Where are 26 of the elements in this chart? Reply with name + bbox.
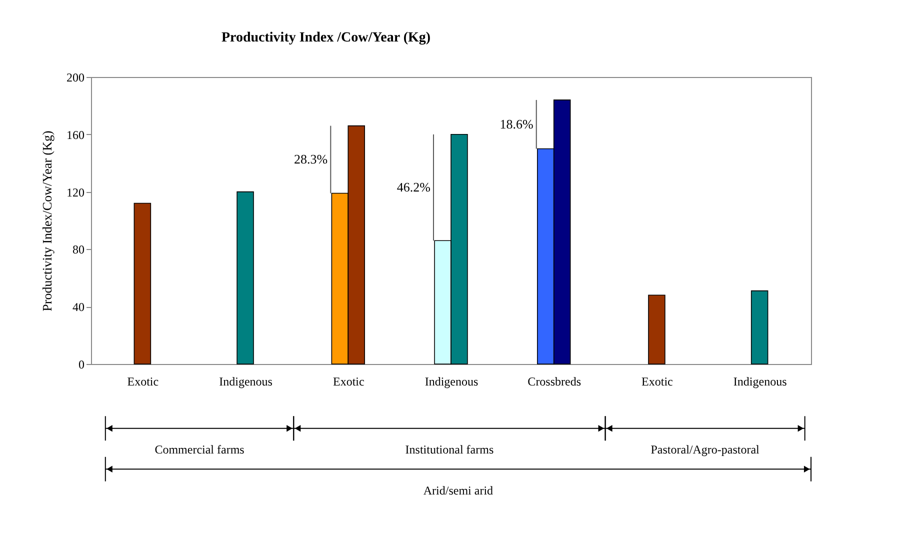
x-tick-label: Exotic	[332, 374, 364, 388]
y-tick-label: 120	[66, 185, 84, 200]
y-tick-label: 80	[72, 242, 84, 257]
bar	[134, 202, 152, 364]
x-tick-label: Exotic	[127, 374, 159, 388]
bar	[648, 294, 666, 364]
bar	[750, 290, 768, 364]
x-tick-label: Indigenous	[219, 374, 273, 388]
x-tick-label: Crossbreds	[528, 374, 582, 388]
y-axis-title: Productivity Index/Cow/Year (Kg)	[40, 130, 54, 312]
text: Commercial farms	[154, 442, 245, 457]
text: Institutional farms	[405, 442, 494, 457]
chart-title: Productivity Index /Cow/Year (Kg)	[221, 30, 431, 46]
y-tick-label: 200	[66, 70, 84, 84]
x-tick-label: Exotic	[642, 374, 673, 388]
annotation: 28.3%	[294, 152, 328, 167]
text: Arid/semi arid	[423, 483, 494, 498]
y-tick-label: 160	[66, 128, 84, 142]
text: Pastoral/Agro-pastoral	[650, 442, 760, 457]
annotation: 18.6%	[500, 116, 534, 132]
bar	[236, 191, 254, 364]
y-tick-label: 40	[72, 300, 84, 314]
x-tick-label: Indigenous	[733, 374, 788, 388]
y-tick-label: 0	[78, 358, 84, 372]
annotation: 46.2%	[396, 179, 431, 194]
x-tick-label: Indigenous	[424, 374, 478, 388]
